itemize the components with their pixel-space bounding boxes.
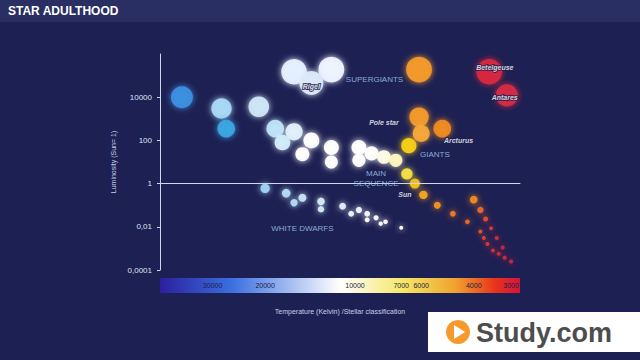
svg-text:MAIN: MAIN bbox=[366, 169, 386, 178]
svg-text:20000: 20000 bbox=[255, 282, 275, 289]
svg-text:3000: 3000 bbox=[503, 282, 519, 289]
svg-text:10000: 10000 bbox=[345, 282, 365, 289]
svg-text:Antares: Antares bbox=[491, 94, 518, 101]
svg-text:SUPERGIANTS: SUPERGIANTS bbox=[346, 75, 403, 84]
svg-text:0,0001: 0,0001 bbox=[128, 266, 153, 275]
svg-text:Luminosity (Sun= 1): Luminosity (Sun= 1) bbox=[110, 131, 118, 193]
svg-text:Sun: Sun bbox=[398, 191, 411, 198]
svg-text:Temperature (Kelvin) /Stellar: Temperature (Kelvin) /Stellar classifica… bbox=[275, 308, 405, 316]
svg-text:100: 100 bbox=[139, 136, 153, 145]
svg-text:7000: 7000 bbox=[393, 282, 409, 289]
svg-text:STAR ADULTHOOD: STAR ADULTHOOD bbox=[8, 4, 119, 18]
svg-text:Rigel: Rigel bbox=[303, 83, 321, 91]
svg-text:6000: 6000 bbox=[413, 282, 429, 289]
svg-text:30000: 30000 bbox=[203, 282, 223, 289]
svg-text:Pole star: Pole star bbox=[369, 119, 400, 126]
svg-text:Arcturus: Arcturus bbox=[443, 137, 473, 144]
svg-text:4000: 4000 bbox=[466, 282, 482, 289]
svg-text:GIANTS: GIANTS bbox=[420, 150, 450, 159]
svg-text:1: 1 bbox=[148, 179, 153, 188]
svg-text:Betelgeuse: Betelgeuse bbox=[476, 64, 513, 72]
svg-text:0,01: 0,01 bbox=[136, 222, 152, 231]
svg-text:WHITE DWARFS: WHITE DWARFS bbox=[271, 224, 333, 233]
svg-text:10000: 10000 bbox=[130, 93, 153, 102]
svg-text:Study.com: Study.com bbox=[476, 318, 612, 348]
svg-text:SEQUENCE: SEQUENCE bbox=[354, 179, 399, 188]
